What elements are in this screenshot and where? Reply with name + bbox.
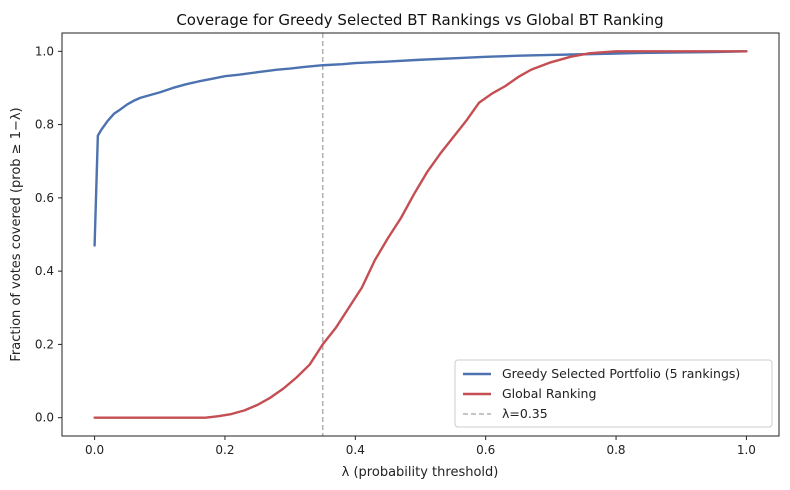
x-tick-label: 0.6 [476, 443, 495, 457]
chart-title: Coverage for Greedy Selected BT Rankings… [176, 11, 663, 29]
plot-area [93, 33, 748, 436]
series-line-greedy [93, 50, 748, 247]
x-axis-label: λ (probability threshold) [342, 465, 499, 480]
x-tick-label: 0.0 [85, 443, 104, 457]
y-axis: 0.0 0.2 0.4 0.6 0.8 1.0 [35, 44, 62, 425]
legend: Greedy Selected Portfolio (5 rankings) G… [454, 359, 773, 428]
x-tick-label: 0.8 [606, 443, 625, 457]
legend-label-greedy: Greedy Selected Portfolio (5 rankings) [502, 366, 740, 381]
axes-frame [61, 32, 780, 437]
y-tick-label: 0.0 [35, 411, 54, 425]
x-tick-label: 1.0 [737, 443, 756, 457]
y-tick-label: 0.6 [35, 191, 54, 205]
legend-label-global: Global Ranking [502, 386, 596, 401]
y-tick-label: 0.4 [35, 264, 54, 278]
y-tick-label: 0.2 [35, 337, 54, 351]
x-axis: 0.0 0.2 0.4 0.6 0.8 1.0 [85, 436, 756, 457]
y-axis-label: Fraction of votes covered (prob ≥ 1−λ) [9, 107, 24, 361]
x-tick-label: 0.2 [215, 443, 234, 457]
series-line-global [93, 50, 748, 419]
y-tick-label: 1.0 [35, 44, 54, 58]
x-tick-label: 0.4 [346, 443, 365, 457]
y-tick-label: 0.8 [35, 118, 54, 132]
legend-box [454, 359, 773, 428]
legend-label-lambda-reference: λ=0.35 [502, 406, 548, 421]
